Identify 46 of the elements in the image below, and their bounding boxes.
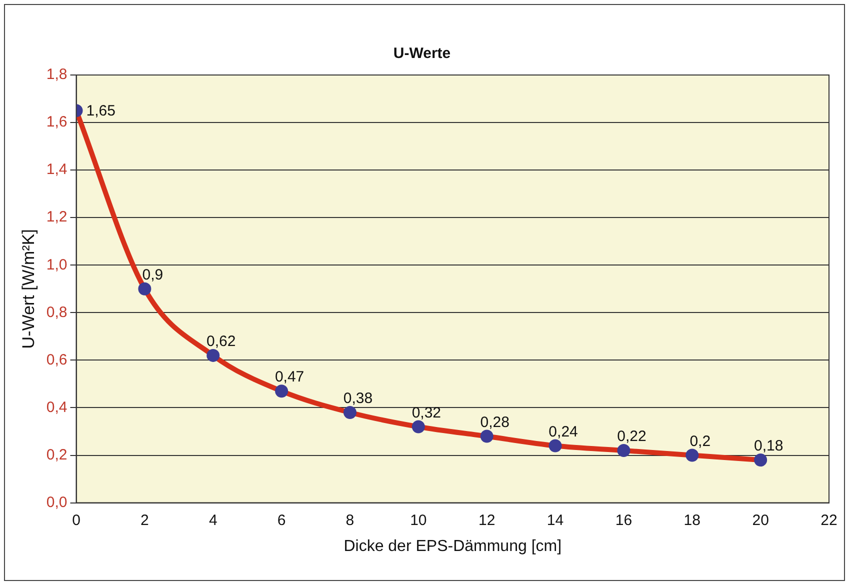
data-label: 0,32 (412, 404, 442, 422)
point (412, 420, 425, 434)
data-label: 0,38 (343, 390, 373, 408)
y-axis-title: U-Wert [W/m²K] (18, 229, 38, 349)
point (206, 348, 220, 362)
y-tick-label: 0,2 (46, 446, 68, 464)
point (617, 444, 630, 458)
data-label: 0,47 (274, 368, 304, 386)
data-label: 0,24 (548, 423, 578, 440)
data-label: 1,65 (86, 102, 116, 120)
point (548, 439, 562, 452)
y-tick-label: 1,4 (46, 161, 68, 178)
x-tick-label: 6 (277, 512, 286, 529)
x-tick-label: 12 (478, 512, 496, 529)
point (686, 448, 699, 462)
x-tick-label: 14 (546, 512, 564, 529)
data-label: 0,2 (690, 432, 711, 450)
y-tick-label: 1,8 (46, 66, 68, 84)
x-tick-label: 2 (140, 512, 149, 529)
x-tick-label: 16 (615, 512, 632, 529)
point (480, 430, 494, 443)
point (754, 454, 768, 467)
y-tick-label: 1,6 (46, 114, 68, 131)
x-tick-label: 20 (752, 512, 769, 529)
x-tick-label: 18 (684, 512, 700, 529)
y-tick-label: 0,6 (46, 351, 68, 368)
y-tick-label: 1,2 (46, 208, 68, 226)
point (275, 384, 288, 398)
y-tick-label: 0,0 (46, 494, 68, 511)
x-tick-label: 10 (410, 512, 427, 529)
y-tick-label: 1,0 (46, 256, 68, 274)
x-tick-label: 22 (820, 512, 838, 529)
data-label: 0,9 (142, 266, 164, 284)
y-tick-label: 0,4 (46, 398, 68, 416)
chart-title: U-Werte (393, 45, 451, 62)
data-label: 0,28 (480, 414, 510, 431)
point (343, 406, 356, 419)
x-tick-label: 4 (208, 512, 218, 529)
y-tick-label: 0,8 (46, 304, 68, 321)
data-label: 0,22 (617, 428, 646, 446)
x-tick-label: 0 (72, 512, 80, 529)
data-label: 0,62 (206, 333, 236, 350)
data-label: 0,18 (754, 438, 784, 455)
x-tick-label: 8 (346, 512, 354, 529)
x-axis-title: Dicke der EPS-Dämmung [cm] (344, 538, 562, 555)
point (138, 282, 152, 296)
